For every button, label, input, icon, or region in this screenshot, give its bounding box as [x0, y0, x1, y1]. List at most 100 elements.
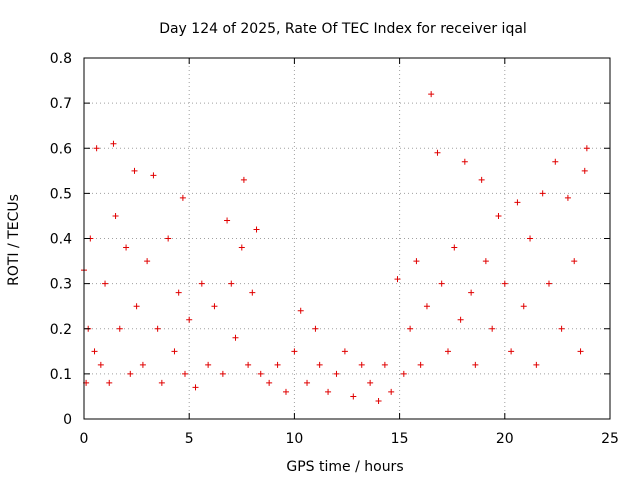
data-point: [571, 258, 578, 265]
data-point: [558, 325, 565, 332]
data-point: [358, 361, 365, 368]
data-point: [508, 348, 515, 355]
x-tick-label: 15: [391, 431, 409, 447]
y-axis-title: ROTI / TECUs: [6, 194, 22, 286]
data-point: [224, 217, 231, 224]
data-point: [97, 361, 104, 368]
x-tick-label: 10: [285, 431, 303, 447]
data-point: [116, 325, 123, 332]
data-point: [297, 307, 304, 314]
data-point: [91, 348, 98, 355]
data-point: [577, 348, 584, 355]
data-point: [274, 361, 281, 368]
data-point: [165, 235, 172, 242]
y-tick-label: 0.4: [50, 232, 72, 248]
data-point: [249, 289, 256, 296]
axis-ticks: 0 5 10 15 20 25 0 0.1 0.2 0.3 0.4 0.5 0.6 0.7 0.8: [50, 51, 619, 447]
data-point: [291, 348, 298, 355]
data-point: [238, 244, 245, 251]
data-point: [413, 258, 420, 265]
data-point: [438, 280, 445, 287]
y-tick-label: 0.5: [50, 186, 72, 202]
x-tick-label: 25: [601, 431, 619, 447]
x-axis-title: GPS time / hours: [286, 459, 403, 475]
data-point: [482, 258, 489, 265]
data-point: [158, 379, 165, 386]
y-tick-label: 0.1: [50, 367, 72, 383]
data-point: [312, 325, 319, 332]
data-point: [282, 388, 289, 395]
data-point: [219, 370, 226, 377]
data-point: [106, 379, 113, 386]
y-tick-label: 0.2: [50, 322, 72, 338]
data-point: [350, 393, 357, 400]
data-point: [375, 397, 382, 404]
data-point: [539, 190, 546, 197]
data-point: [257, 370, 264, 377]
y-tick-label: 0.8: [50, 51, 72, 67]
data-point: [407, 325, 414, 332]
data-point: [175, 289, 182, 296]
data-point: [423, 303, 430, 310]
data-point: [133, 303, 140, 310]
y-tick-label: 0.3: [50, 277, 72, 293]
data-point: [316, 361, 323, 368]
data-point: [232, 334, 239, 341]
y-tick-label: 0.6: [50, 141, 72, 157]
data-point: [545, 280, 552, 287]
data-point: [501, 280, 508, 287]
x-tick-label: 20: [496, 431, 514, 447]
data-point: [468, 289, 475, 296]
data-point: [564, 194, 571, 201]
data-point: [186, 316, 193, 323]
data-point: [179, 194, 186, 201]
data-point: [228, 280, 235, 287]
data-point: [417, 361, 424, 368]
data-point: [333, 370, 340, 377]
data-point: [434, 149, 441, 156]
data-point: [253, 226, 260, 233]
data-point: [139, 361, 146, 368]
data-point: [533, 361, 540, 368]
data-point: [110, 140, 117, 147]
data-point: [304, 379, 311, 386]
data-point: [171, 348, 178, 355]
data-point: [400, 370, 407, 377]
chart-title: Day 124 of 2025, Rate Of TEC Index for r…: [159, 21, 527, 37]
data-point: [127, 370, 134, 377]
data-point: [154, 325, 161, 332]
data-point: [552, 158, 559, 165]
data-point: [457, 316, 464, 323]
y-tick-label: 0.7: [50, 96, 72, 112]
data-point: [205, 361, 212, 368]
data-point: [583, 145, 590, 152]
x-tick-label: 0: [80, 431, 89, 447]
data-point: [245, 361, 252, 368]
data-point: [444, 348, 451, 355]
data-point: [472, 361, 479, 368]
data-point: [367, 379, 374, 386]
data-point: [123, 244, 130, 251]
data-point: [266, 379, 273, 386]
data-point: [150, 172, 157, 179]
data-point: [198, 280, 205, 287]
data-point: [341, 348, 348, 355]
data-point: [478, 176, 485, 183]
data-point: [581, 167, 588, 174]
data-point: [93, 145, 100, 152]
data-point: [131, 167, 138, 174]
data-point: [451, 244, 458, 251]
data-point: [381, 361, 388, 368]
data-point: [112, 212, 119, 219]
data-point: [211, 303, 218, 310]
data-point: [394, 276, 401, 283]
data-point: [489, 325, 496, 332]
x-tick-label: 5: [185, 431, 194, 447]
data-point: [325, 388, 332, 395]
grid: [84, 58, 610, 419]
y-tick-label: 0: [63, 412, 72, 428]
data-point: [520, 303, 527, 310]
data-point: [527, 235, 534, 242]
data-point: [461, 158, 468, 165]
